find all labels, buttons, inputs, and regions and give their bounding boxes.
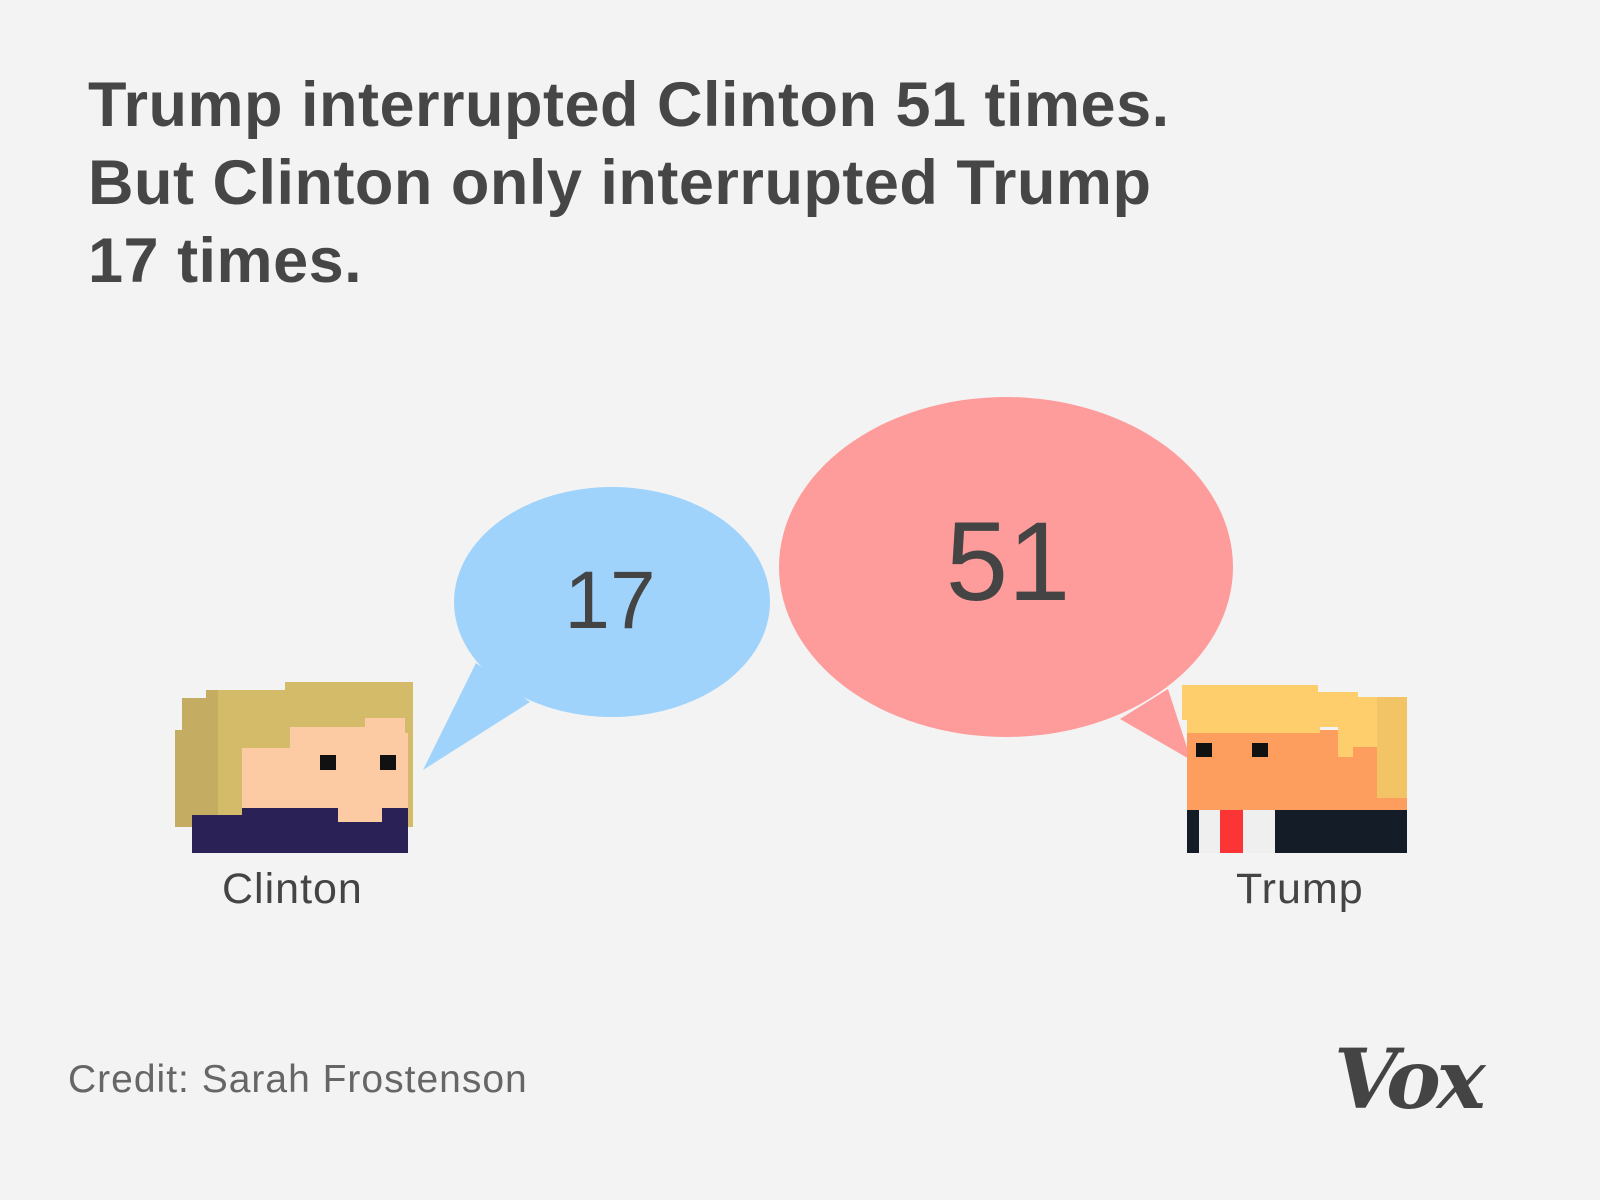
vox-logo: Vox — [1334, 1032, 1486, 1128]
trump-count: 51 — [946, 499, 1071, 624]
clinton-count: 17 — [564, 555, 655, 646]
headline: Trump interrupted Clinton 51 times. But … — [88, 66, 1588, 300]
trump-label: Trump — [1236, 865, 1364, 913]
credit-text: Credit: Sarah Frostenson — [68, 1058, 528, 1101]
trump-avatar — [1182, 685, 1407, 853]
clinton-avatar — [175, 682, 413, 853]
trump-speech-bubble: 51 — [779, 397, 1233, 760]
headline-line-2: But Clinton only interrupted Trump — [88, 148, 1152, 218]
clinton-speech-bubble: 17 — [423, 487, 770, 770]
headline-line-3: 17 times. — [88, 226, 363, 296]
clinton-label: Clinton — [222, 865, 363, 913]
headline-line-1: Trump interrupted Clinton 51 times. — [88, 70, 1170, 140]
